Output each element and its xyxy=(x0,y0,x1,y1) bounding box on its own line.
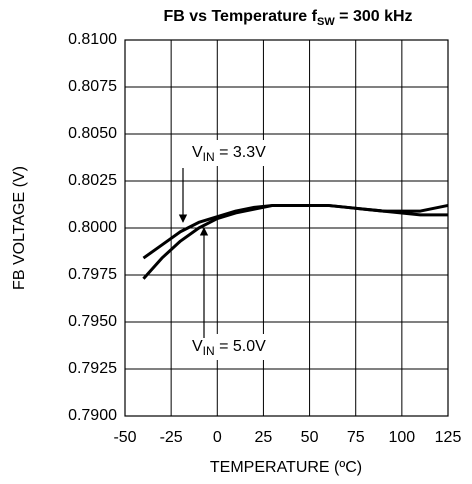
y-tick-label: 0.7975 xyxy=(68,266,117,283)
y-tick-label: 0.7900 xyxy=(68,407,117,424)
plot-frame xyxy=(124,39,449,417)
annotation-bg xyxy=(190,334,300,360)
x-tick-label: 75 xyxy=(347,429,365,446)
annotation-bg xyxy=(190,140,300,166)
y-tick-label: 0.8100 xyxy=(68,31,117,48)
y-tick-label: 0.7950 xyxy=(68,313,117,330)
y-tick-label: 0.8000 xyxy=(68,219,117,236)
x-tick-label: 100 xyxy=(389,429,416,446)
x-axis-label: TEMPERATURE (ºC) xyxy=(210,459,362,476)
annotation: VIN = 5.0V xyxy=(192,338,266,358)
x-tick-label: 0 xyxy=(213,429,222,446)
y-tick-label: 0.8075 xyxy=(68,78,117,95)
y-tick-label: 0.8050 xyxy=(68,125,117,142)
x-tick-label: -25 xyxy=(160,429,183,446)
y-tick-label: 0.7925 xyxy=(68,360,117,377)
x-tick-label: -50 xyxy=(113,429,136,446)
chart-title: FB vs Temperature fSW = 300 kHz xyxy=(163,8,412,28)
y-axis-label: FB VOLTAGE (V) xyxy=(11,166,28,290)
x-tick-label: 125 xyxy=(435,429,462,446)
x-tick-label: 50 xyxy=(301,429,319,446)
series-line xyxy=(142,203,449,280)
x-tick-label: 25 xyxy=(255,429,273,446)
annotation: VIN = 3.3V xyxy=(192,144,266,164)
y-tick-label: 0.8025 xyxy=(68,172,117,189)
